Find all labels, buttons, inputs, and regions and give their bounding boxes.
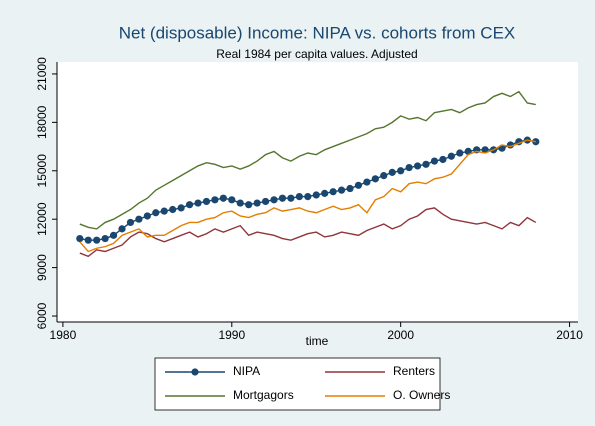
y-tick-label: 18000: [35, 105, 49, 139]
data-point: [354, 181, 363, 189]
x-tick-label: 2010: [556, 328, 583, 342]
data-point: [219, 194, 227, 202]
data-point: [76, 234, 84, 243]
data-point: [152, 209, 160, 217]
data-point: [194, 199, 202, 207]
data-point: [253, 199, 261, 207]
data-point: [363, 178, 371, 186]
data-point: [236, 199, 244, 207]
x-tick-label: 1990: [218, 328, 245, 342]
y-tick-label: 21000: [35, 57, 49, 91]
y-tick-label: 15000: [35, 154, 49, 188]
data-point: [430, 157, 439, 165]
data-point: [346, 184, 354, 193]
data-point: [202, 197, 211, 206]
y-tick-label: 9000: [35, 254, 49, 281]
data-point: [287, 194, 295, 202]
legend-label: Renters: [393, 364, 435, 378]
data-point: [278, 194, 287, 202]
chart-title: Net (disposable) Income: NIPA vs. cohort…: [119, 23, 516, 42]
data-point: [143, 212, 151, 220]
y-tick-label: 12000: [35, 202, 49, 236]
data-point: [380, 172, 388, 180]
data-point: [329, 188, 337, 196]
data-point: [160, 207, 168, 215]
data-point: [135, 215, 143, 223]
legend-marker: [191, 368, 199, 376]
data-point: [101, 234, 109, 243]
x-axis-label: time: [306, 334, 329, 348]
chart-subtitle: Real 1984 per capita values. Adjusted: [216, 47, 417, 61]
data-point: [413, 162, 422, 170]
data-point: [447, 152, 455, 160]
x-tick-label: 1980: [50, 328, 77, 342]
y-tick-label: 6000: [35, 302, 49, 329]
data-point: [261, 197, 270, 206]
data-point: [93, 236, 101, 244]
legend-label: O. Owners: [393, 388, 450, 402]
data-point: [312, 191, 320, 199]
data-point: [211, 196, 219, 204]
data-point: [397, 167, 405, 175]
data-point: [177, 204, 185, 212]
data-point: [185, 201, 194, 209]
data-point: [371, 175, 379, 183]
data-point: [228, 196, 236, 204]
legend-label: NIPA: [233, 364, 260, 378]
data-point: [422, 160, 430, 168]
series-line: [79, 139, 536, 253]
legend-box: [154, 357, 441, 411]
data-point: [295, 192, 303, 201]
x-tick-label: 2000: [387, 328, 414, 342]
data-point: [321, 189, 329, 197]
data-point: [532, 138, 540, 146]
data-point: [439, 155, 447, 164]
data-point: [405, 163, 413, 172]
series-line: [79, 90, 536, 230]
series-line: [79, 207, 537, 258]
data-point: [126, 218, 135, 227]
data-point: [118, 225, 126, 233]
data-point: [456, 149, 464, 157]
data-point: [270, 196, 278, 204]
data-point: [245, 201, 253, 209]
data-point: [337, 186, 346, 194]
legend-label: Mortgagors: [233, 388, 294, 402]
data-point: [169, 205, 177, 214]
data-point: [109, 231, 118, 239]
data-point: [304, 192, 312, 201]
data-point: [84, 236, 92, 244]
data-point: [388, 168, 396, 176]
